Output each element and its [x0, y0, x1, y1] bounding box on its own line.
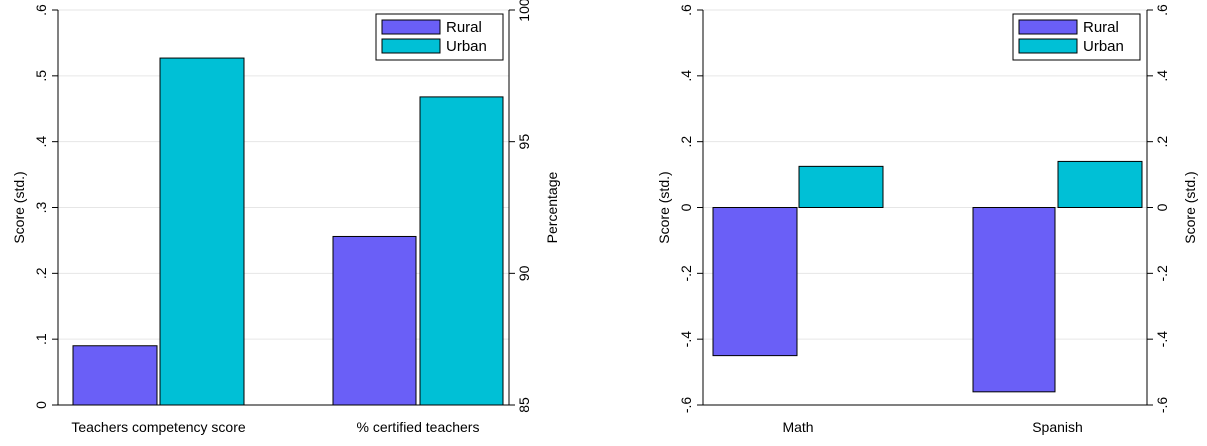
- right-tick-label-2-1: -.4: [1154, 331, 1170, 348]
- legend-label-2-urban: Urban: [1083, 38, 1124, 55]
- legend-swatch-1-urban: [381, 38, 441, 54]
- left-tick-label-1-6: .6: [33, 4, 49, 16]
- left-tick-label-2-3: 0: [678, 203, 694, 211]
- right-axis-title-1: Percentage: [544, 171, 560, 243]
- bar-1-rural-1: [72, 345, 158, 406]
- right-tick-label-2-0: -.6: [1154, 397, 1170, 414]
- right-tick-label-2-6: .6: [1154, 4, 1170, 16]
- left-tick-label-2-0: -.6: [678, 397, 694, 414]
- x-tick-label-2-2: Spanish: [1032, 419, 1083, 435]
- legend-label-1-urban: Urban: [446, 38, 487, 55]
- legend-1: Rural Urban: [375, 13, 504, 61]
- left-tick-label-1-2: .2: [33, 267, 49, 279]
- legend-swatch-1-rural: [381, 19, 441, 35]
- bar-2-rural-1: [712, 207, 798, 357]
- right-axis-title-2: Score (std.): [1182, 171, 1198, 243]
- left-tick-label-1-1: .1: [33, 333, 49, 345]
- left-tick-label-1-3: .3: [33, 201, 49, 213]
- legend-swatch-2-urban: [1018, 38, 1078, 54]
- bar-2-urban-2: [1057, 160, 1143, 209]
- legend-label-2-rural: Rural: [1083, 19, 1119, 36]
- right-tick-label-1-1: 90: [516, 265, 532, 281]
- right-tick-label-1-2: 95: [516, 134, 532, 150]
- left-tick-label-2-4: .2: [678, 136, 694, 148]
- right-tick-label-1-0: 85: [516, 397, 532, 413]
- chart-panel-1: Teachers competency score % certified tea…: [11, 0, 560, 435]
- x-tick-label-1-1: Teachers competency score: [71, 419, 246, 435]
- x-tick-label-2-1: Math: [782, 419, 813, 435]
- left-tick-label-2-2: -.2: [678, 265, 694, 282]
- bar-1-urban-2: [419, 96, 504, 406]
- legend-2: Rural Urban: [1012, 13, 1141, 61]
- legend-swatch-2-rural: [1018, 19, 1078, 35]
- left-tick-label-2-6: .6: [678, 4, 694, 16]
- left-tick-label-1-4: .4: [33, 136, 49, 148]
- right-tick-label-2-5: .4: [1154, 70, 1170, 82]
- left-tick-label-1-5: .5: [33, 70, 49, 82]
- left-axis-title-1: Score (std.): [11, 171, 27, 243]
- bar-2-rural-2: [972, 207, 1056, 393]
- x-tick-label-1-2: % certified teachers: [357, 419, 480, 435]
- left-tick-label-1-0: 0: [33, 401, 49, 409]
- left-tick-label-2-1: -.4: [678, 331, 694, 348]
- chart-panel-2: Math Spanish -.6 -.4 -.2 0 .2 .4 .6 -.6 -.4 -.2 0 .2.…: [656, 4, 1198, 435]
- right-tick-label-2-3: 0: [1154, 203, 1170, 211]
- right-tick-label-1-3: 100: [516, 0, 532, 22]
- right-tick-label-2-4: .2: [1154, 136, 1170, 148]
- bar-2-urban-1: [798, 165, 884, 209]
- right-tick-label-2-2: -.2: [1154, 265, 1170, 282]
- left-axis-title-2: Score (std.): [656, 171, 672, 243]
- bar-1-urban-1: [159, 57, 245, 406]
- legend-label-1-rural: Rural: [446, 19, 482, 36]
- bar-1-rural-2: [332, 235, 417, 406]
- left-tick-label-2-5: .4: [678, 70, 694, 82]
